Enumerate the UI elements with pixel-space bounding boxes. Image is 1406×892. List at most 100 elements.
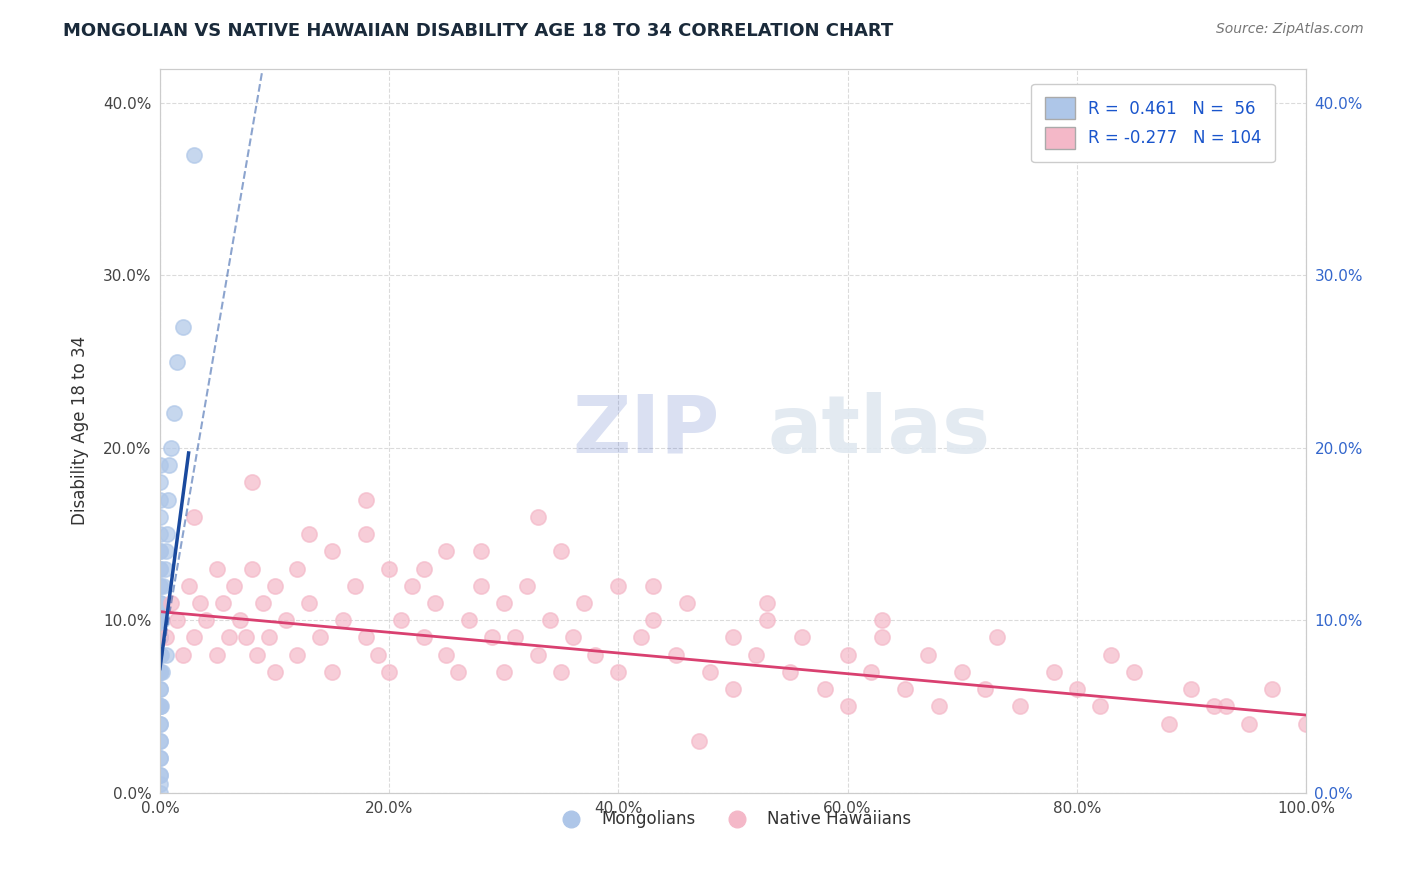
Point [212,596,235,610]
Point [447,665,470,679]
Point [149,665,172,679]
Point [149,631,172,645]
Point [149,786,172,800]
Point [149,596,172,610]
Point [149,682,172,697]
Point [155,544,177,558]
Point [527,648,550,662]
Point [401,579,423,593]
Point [779,665,801,679]
Point [149,699,172,714]
Point [183,147,205,161]
Point [177,579,200,593]
Point [149,734,172,748]
Point [1123,665,1146,679]
Point [149,527,172,541]
Point [321,665,343,679]
Point [149,648,172,662]
Point [156,492,179,507]
Point [641,579,664,593]
Point [470,579,492,593]
Point [354,492,377,507]
Point [436,544,458,558]
Point [150,699,173,714]
Point [870,613,893,627]
Point [550,544,572,558]
Point [436,648,458,662]
Point [1043,665,1066,679]
Point [166,613,188,627]
Point [641,613,664,627]
Point [1204,699,1226,714]
Point [1008,699,1031,714]
Point [207,561,229,575]
Point [1295,716,1317,731]
Point [458,613,481,627]
Point [166,354,188,368]
Point [516,579,538,593]
Point [160,441,183,455]
Point [665,648,688,662]
Point [1260,682,1282,697]
Point [688,734,710,748]
Point [149,768,172,782]
Point [274,613,297,627]
Point [149,665,172,679]
Point [607,579,630,593]
Point [183,631,205,645]
Point [149,492,172,507]
Point [572,596,595,610]
Point [157,458,180,472]
Point [149,716,172,731]
Point [149,579,172,593]
Point [150,648,173,662]
Point [756,613,779,627]
Point [152,579,174,593]
Text: ZIP: ZIP [572,392,720,469]
Point [172,648,194,662]
Point [298,596,321,610]
Point [188,596,211,610]
Point [149,648,172,662]
Point [224,579,246,593]
Point [218,631,240,645]
Point [974,682,997,697]
Point [367,648,389,662]
Y-axis label: Disability Age 18 to 34: Disability Age 18 to 34 [72,336,89,525]
Point [149,544,172,558]
Point [155,631,177,645]
Point [194,613,217,627]
Point [1157,716,1180,731]
Point [492,665,515,679]
Point [150,665,173,679]
Point [756,596,779,610]
Point [149,734,172,748]
Point [149,682,172,697]
Point [309,631,332,645]
Point [343,579,366,593]
Point [561,631,583,645]
Point [630,631,652,645]
Point [412,631,434,645]
Point [894,682,917,697]
Point [240,475,263,490]
Point [492,596,515,610]
Point [287,561,309,575]
Point [149,631,172,645]
Point [950,665,973,679]
Point [721,631,744,645]
Point [183,509,205,524]
Point [163,406,186,420]
Point [263,579,285,593]
Point [332,613,354,627]
Point [149,596,172,610]
Point [917,648,939,662]
Point [354,631,377,645]
Point [149,665,172,679]
Point [986,631,1008,645]
Point [837,648,859,662]
Point [745,648,768,662]
Point [149,613,172,627]
Point [470,544,492,558]
Point [1088,699,1111,714]
